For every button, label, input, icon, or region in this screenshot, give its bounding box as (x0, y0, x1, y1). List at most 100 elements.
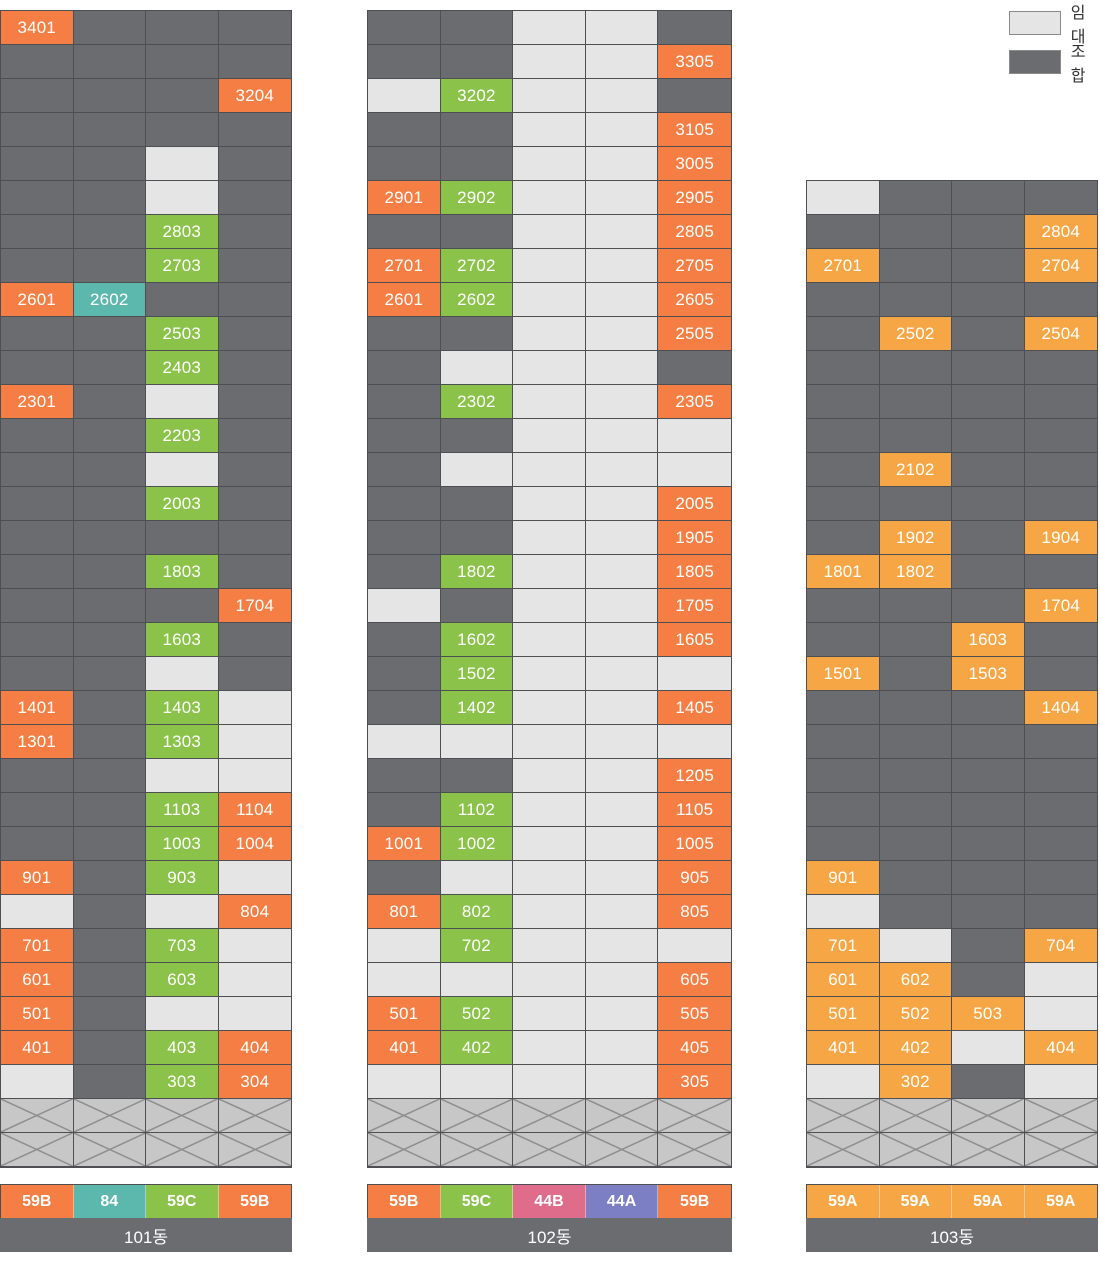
unit-cell (1, 555, 74, 589)
floor-row (1, 657, 291, 691)
unit-cell: 901 (1, 861, 74, 895)
floor-row: 601 602 (807, 963, 1097, 997)
unit-cell (368, 79, 441, 113)
floor-row (807, 385, 1097, 419)
unit-cell (879, 385, 952, 419)
unit-cell: 3105 (658, 113, 731, 147)
unit-cell (879, 419, 952, 453)
unit-cell (1024, 385, 1097, 419)
unit-cell (879, 181, 952, 215)
base-cross-cell (440, 1099, 514, 1133)
unit-cell (807, 453, 880, 487)
unit-cell: 1001 (368, 827, 441, 861)
unit-cell (218, 997, 291, 1031)
unit-cell (73, 487, 146, 521)
floor-row: 3305 (368, 45, 731, 79)
base-cross-cell (368, 1099, 441, 1133)
unit-cell (513, 79, 586, 113)
unit-cell: 1801 (807, 555, 880, 589)
unit-cell (513, 895, 586, 929)
base-row (368, 1133, 731, 1167)
floor-row (1, 759, 291, 793)
unit-cell (1024, 861, 1097, 895)
floor-row: 3204 (1, 79, 291, 113)
unit-cell: 703 (146, 929, 219, 963)
unit-cell (73, 453, 146, 487)
unit-cell: 901 (807, 861, 880, 895)
unit-cell (218, 147, 291, 181)
unit-cell: 1004 (218, 827, 291, 861)
unit-cell (218, 453, 291, 487)
unit-cell (585, 317, 659, 351)
unit-cell (513, 385, 586, 419)
unit-cell (368, 657, 441, 691)
unit-cell: 2502 (879, 317, 952, 351)
unit-cell: 2901 (368, 181, 441, 215)
unit-cell: 1603 (146, 623, 219, 657)
unit-cell (440, 861, 514, 895)
unit-cell (952, 725, 1025, 759)
floor-row (807, 725, 1097, 759)
unit-cell (585, 895, 659, 929)
legend-item-rental: 임대 (1009, 5, 1100, 46)
unit-cell: 701 (807, 929, 880, 963)
unit-cell (440, 45, 514, 79)
unit-cell: 1602 (440, 623, 514, 657)
floor-row: 1401 1403 (1, 691, 291, 725)
unit-cell: 502 (879, 997, 952, 1031)
floor-row: 501 502 505 (368, 997, 731, 1031)
floor-row: 2804 (807, 215, 1097, 249)
unit-cell (218, 759, 291, 793)
floor-row: 2203 (1, 419, 291, 453)
unit-cell (440, 963, 514, 997)
unit-cell: 402 (440, 1031, 514, 1065)
unit-cell (73, 181, 146, 215)
unit-cell (585, 351, 659, 385)
unit-cell (146, 895, 219, 929)
unit-cell (513, 147, 586, 181)
unit-cell: 2902 (440, 181, 514, 215)
unit-cell: 3202 (440, 79, 514, 113)
floor-grid: 2804 2701 2704 2502 2504 2102 1902 1904 1801 1802… (806, 180, 1098, 1168)
building-name: 102동 (367, 1218, 732, 1252)
unit-cell: 801 (368, 895, 441, 929)
floor-row: 1705 (368, 589, 731, 623)
unit-cell (146, 759, 219, 793)
unit-cell (440, 419, 514, 453)
unit-cell (73, 589, 146, 623)
unit-cell: 2702 (440, 249, 514, 283)
unit-cell: 1805 (658, 555, 731, 589)
unit-cell (218, 351, 291, 385)
unit-cell: 905 (658, 861, 731, 895)
unit-cell (73, 793, 146, 827)
floor-row: 2505 (368, 317, 731, 351)
unit-cell (585, 861, 659, 895)
unit-cell (585, 691, 659, 725)
unit-cell (440, 453, 514, 487)
unit-cell (879, 283, 952, 317)
unit-cell (1024, 895, 1097, 929)
unit-cell: 605 (658, 963, 731, 997)
floor-row: 901 903 (1, 861, 291, 895)
floor-row: 1603 (807, 623, 1097, 657)
unit-cell (585, 827, 659, 861)
unit-cell (1, 419, 74, 453)
unit-cell (368, 215, 441, 249)
legend-label-rental: 임대 (1070, 5, 1086, 46)
unit-cell (513, 589, 586, 623)
unit-cell (658, 657, 731, 691)
unit-cell (807, 895, 880, 929)
floor-row: 401 402 405 (368, 1031, 731, 1065)
unit-cell: 601 (1, 963, 74, 997)
unit-cell (1, 147, 74, 181)
unit-cell (585, 487, 659, 521)
unit-cell (658, 351, 731, 385)
unit-cell: 1005 (658, 827, 731, 861)
unit-cell (73, 827, 146, 861)
floor-row (807, 487, 1097, 521)
unit-cell: 404 (1024, 1031, 1097, 1065)
unit-cell (218, 861, 291, 895)
base-cross-cell (73, 1099, 146, 1133)
unit-cell (440, 1065, 514, 1099)
base-cross-cell (658, 1099, 731, 1133)
